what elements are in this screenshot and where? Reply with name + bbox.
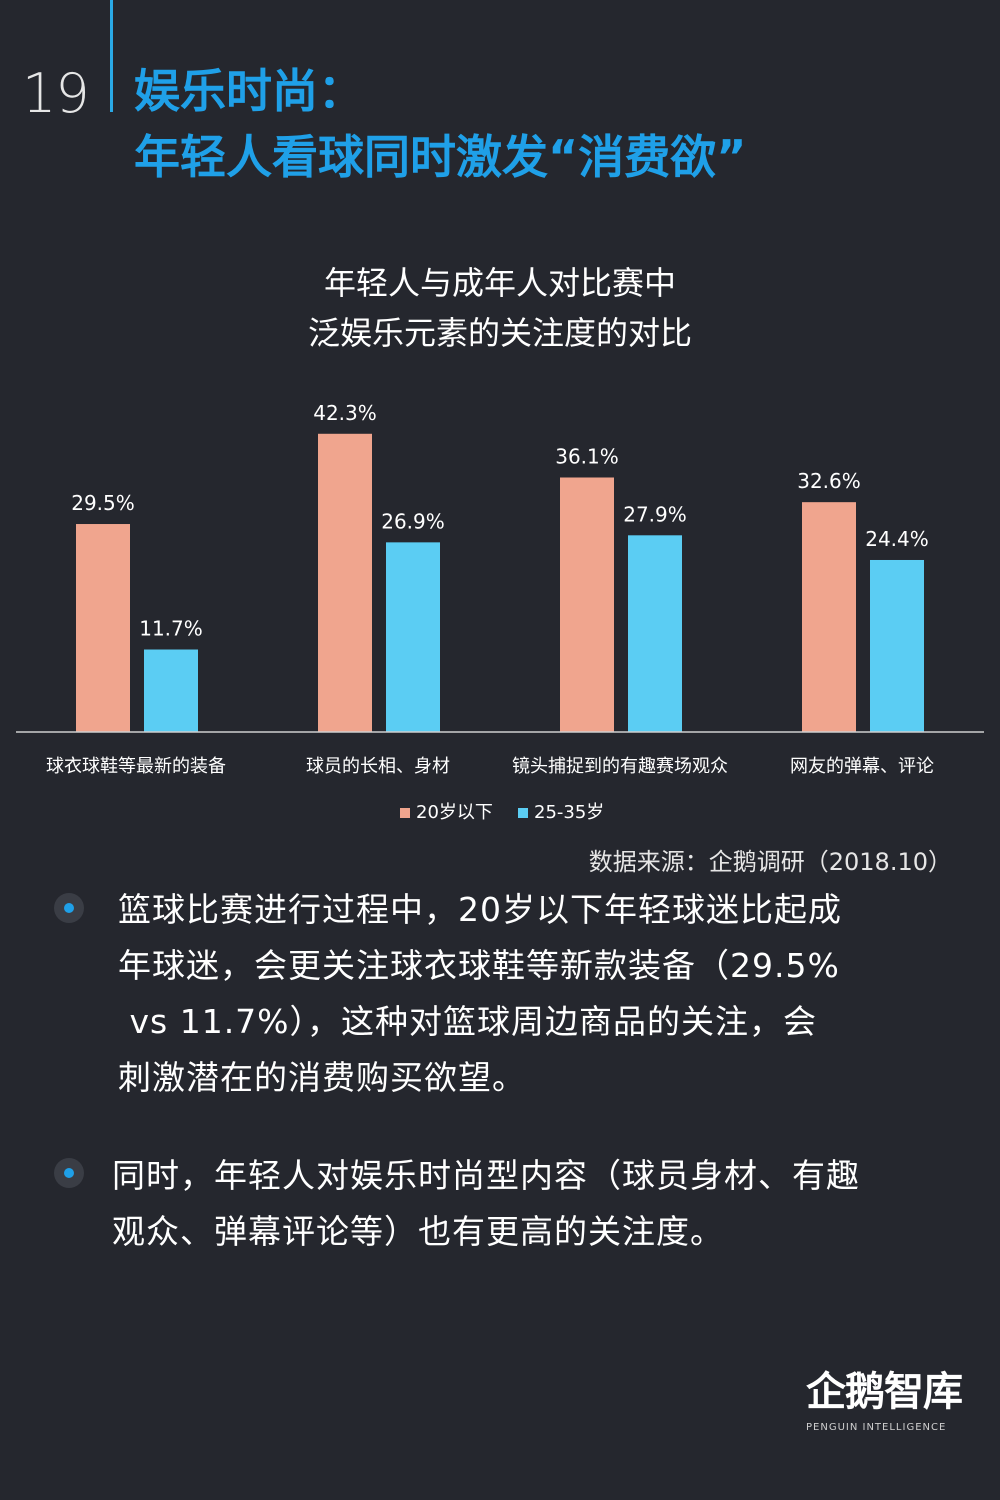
paragraph-1-line: 年球迷，会更关注球衣球鞋等新款装备（29.5% <box>118 946 840 985</box>
data-label: 29.5% <box>71 491 135 515</box>
chart-title: 年轻人与成年人对比赛中 泛娱乐元素的关注度的对比 <box>0 258 1000 358</box>
paragraph-2: 同时，年轻人对娱乐时尚型内容（球员身材、有趣 观众、弹幕评论等）也有更高的关注度… <box>112 1148 860 1260</box>
legend-swatch <box>518 808 528 818</box>
chart-title-line2: 泛娱乐元素的关注度的对比 <box>307 314 692 352</box>
data-label: 26.9% <box>381 509 445 533</box>
bar <box>386 542 440 732</box>
data-label: 32.6% <box>797 469 861 493</box>
legend-label: 20岁以下 <box>416 802 493 823</box>
paragraph-2-line: 同时，年轻人对娱乐时尚型内容（球员身材、有趣 <box>112 1156 860 1195</box>
bar <box>144 649 198 732</box>
bar <box>870 559 924 732</box>
page-title-line1: 娱乐时尚： <box>134 64 364 118</box>
data-label: 11.7% <box>139 617 203 641</box>
page-title: 娱乐时尚： 年轻人看球同时激发“消费欲” <box>134 58 746 190</box>
category-label: 球员的长相、身材 <box>306 756 450 777</box>
legend-swatch <box>400 808 410 818</box>
bar <box>628 535 682 732</box>
category-label: 球衣球鞋等最新的装备 <box>46 756 226 777</box>
data-label: 24.4% <box>865 527 929 551</box>
logo-name: 企鹅智库 <box>806 1369 963 1415</box>
data-label: 42.3% <box>313 401 377 425</box>
category-label: 网友的弹幕、评论 <box>790 756 934 777</box>
logo-subtitle: PENGUIN INTELLIGENCE <box>806 1422 947 1433</box>
data-source: 数据来源：企鹅调研（2018.10） <box>588 848 952 876</box>
data-label: 36.1% <box>555 444 619 468</box>
bar-chart: 29.5% 11.7% 球衣球鞋等最新的装备 42.3% 26.9% 球员的长相、身材 36… <box>16 401 984 823</box>
page-number: 19 <box>22 62 90 125</box>
paragraph-1-line: 刺激潜在的消费购买欲望。 <box>118 1058 526 1097</box>
paragraph-1-line: 篮球比赛进行过程中，20岁以下年轻球迷比起成 <box>118 890 842 929</box>
bullet-icon <box>54 893 84 923</box>
data-label: 27.9% <box>623 502 687 526</box>
bar <box>802 502 856 732</box>
bar <box>318 433 372 732</box>
logo: 企鹅智库 PENGUIN INTELLIGENCE <box>806 1368 981 1433</box>
bar <box>76 524 130 732</box>
chart-title-line1: 年轻人与成年人对比赛中 <box>323 264 676 302</box>
paragraph-1: 篮球比赛进行过程中，20岁以下年轻球迷比起成 年球迷，会更关注球衣球鞋等新款装备… <box>118 882 842 1106</box>
page-title-line2: 年轻人看球同时激发“消费欲” <box>134 130 747 184</box>
bullet-icon <box>54 1158 84 1188</box>
legend-label: 25-35岁 <box>534 802 604 823</box>
title-divider <box>110 0 113 112</box>
category-label: 镜头捕捉到的有趣赛场观众 <box>512 756 728 777</box>
paragraph-1-line: vs 11.7%），这种对篮球周边商品的关注，会 <box>118 1002 818 1041</box>
bar <box>560 477 614 732</box>
paragraph-2-line: 观众、弹幕评论等）也有更高的关注度。 <box>112 1212 724 1251</box>
